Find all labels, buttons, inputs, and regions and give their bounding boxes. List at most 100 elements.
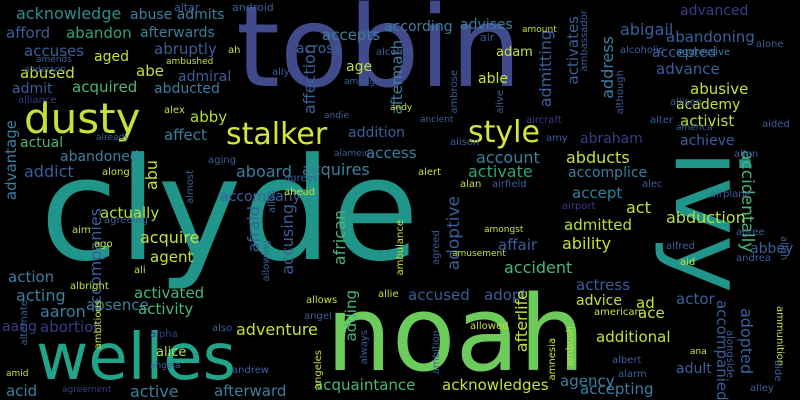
word-alliance: alliance — [18, 95, 57, 106]
word-abandoned: abandoned — [60, 149, 139, 165]
word-affair: affair — [498, 236, 538, 254]
word-welles: welles — [36, 321, 236, 395]
word-accept: accept — [572, 184, 623, 202]
word-account: account — [476, 148, 540, 167]
word-although: although — [615, 70, 626, 115]
word-angel: angel — [304, 311, 332, 322]
word-alcohol: alcohol — [376, 47, 412, 58]
word-abu: abu — [142, 160, 161, 191]
word-african: african — [330, 210, 349, 266]
word-already-v: almost — [185, 170, 196, 204]
word-aged: aged — [94, 49, 129, 65]
word-aide: aide — [772, 360, 783, 382]
word-actor: actor — [676, 290, 715, 308]
word-abortion: abortion — [40, 318, 103, 336]
word-achieve: achieve — [680, 133, 735, 149]
word-ago: ago — [94, 239, 113, 250]
word-albright: albright — [70, 281, 109, 292]
word-act: act — [626, 198, 651, 217]
word-alongside: alongside — [724, 330, 735, 379]
word-alice: alice — [156, 345, 187, 360]
word-alfred: alfred — [666, 241, 695, 252]
word-abe: abe — [136, 62, 164, 80]
word-advises: advises — [460, 17, 513, 33]
word-adopt: adopt — [484, 286, 528, 304]
word-air: air — [480, 31, 495, 44]
word-alamein: alamein — [334, 149, 371, 159]
word-aided: aided — [762, 119, 790, 130]
word-abruptly: abruptly — [154, 40, 217, 58]
word-adult: adult — [676, 361, 712, 377]
word-age: age — [346, 59, 373, 75]
word-andy: andy — [390, 103, 413, 113]
word-amount: amount — [522, 25, 557, 35]
word-ability: ability — [562, 234, 612, 253]
word-alter: alter — [650, 115, 674, 126]
word-aging: aging — [208, 155, 236, 166]
word-ammunition: ammunition — [774, 306, 785, 367]
word-abusive: abusive — [690, 80, 749, 98]
word-acknowledge: acknowledge — [16, 4, 122, 23]
word-abducts: abducts — [566, 148, 630, 167]
word-amid: amid — [6, 369, 29, 379]
word-aid: aid — [680, 257, 696, 268]
word-ambassador: ambassador — [579, 10, 590, 72]
word-affect: affect — [164, 126, 207, 144]
word-allen: allen — [734, 149, 759, 160]
word-alec: alec — [642, 179, 663, 190]
word-afterward: afterward — [214, 382, 287, 400]
word-actress: actress — [576, 276, 631, 294]
word-acquaintance: acquaintance — [314, 376, 416, 394]
word-afraid: afraid — [244, 206, 263, 253]
word-america: america — [676, 123, 713, 133]
word-alternate: alternate — [19, 300, 30, 346]
word-accomplice: accomplice — [568, 165, 648, 181]
word-also: also — [212, 323, 233, 334]
word-address: address — [598, 36, 617, 99]
word-alien: alien — [778, 236, 789, 261]
word-adventure: adventure — [236, 320, 318, 339]
word-alias: alias — [267, 190, 278, 214]
word-aboard: aboard — [236, 162, 293, 181]
word-acid: acid — [6, 382, 38, 400]
word-active: active — [130, 382, 179, 400]
word-altar: altar — [174, 1, 200, 14]
word-acquires: acquires — [302, 160, 370, 179]
word-agency: agency — [560, 372, 615, 390]
word-amongst: amongst — [484, 225, 524, 235]
word-ambition: ambition — [431, 330, 442, 375]
word-aaron: aaron — [40, 302, 86, 321]
word-aircraft: aircraft — [526, 115, 562, 126]
word-andrew: andrew — [232, 365, 270, 376]
word-alcoholic: alcoholic — [620, 45, 665, 56]
word-addict: addict — [24, 162, 74, 181]
word-agreeing: agreeing — [104, 215, 149, 226]
word-android: android — [232, 1, 274, 14]
word-allows: allows — [306, 295, 338, 306]
word-accompanied: accompanied — [713, 300, 731, 400]
word-adoptive: adoptive — [444, 196, 464, 271]
word-acquire: acquire — [140, 228, 200, 247]
word-albert: albert — [612, 355, 642, 366]
word-airfield: airfield — [492, 179, 527, 190]
word-abused: abused — [20, 64, 75, 82]
word-accidentally: accidentally — [737, 150, 757, 253]
word-alex: alex — [164, 105, 185, 116]
word-alarm: alarm — [618, 369, 647, 380]
word-activate: activate — [468, 162, 533, 181]
word-afterwards: afterwards — [140, 25, 215, 41]
word-ace: ace — [638, 304, 665, 322]
word-angeles: angeles — [313, 350, 324, 390]
word-dusty: dusty — [24, 94, 141, 143]
word-abbey: abbey — [750, 241, 794, 257]
word-style: style — [468, 115, 540, 150]
word-admitting: admitting — [536, 30, 555, 108]
word-ambulance: ambulance — [395, 220, 406, 276]
word-ambitious: ambitious — [93, 300, 104, 350]
word-accused: accused — [408, 286, 470, 304]
word-advantage: advantage — [2, 120, 20, 201]
word-ahead: ahead — [284, 187, 316, 198]
word-activist: activist — [680, 112, 735, 130]
word-adding: adding — [342, 290, 360, 342]
